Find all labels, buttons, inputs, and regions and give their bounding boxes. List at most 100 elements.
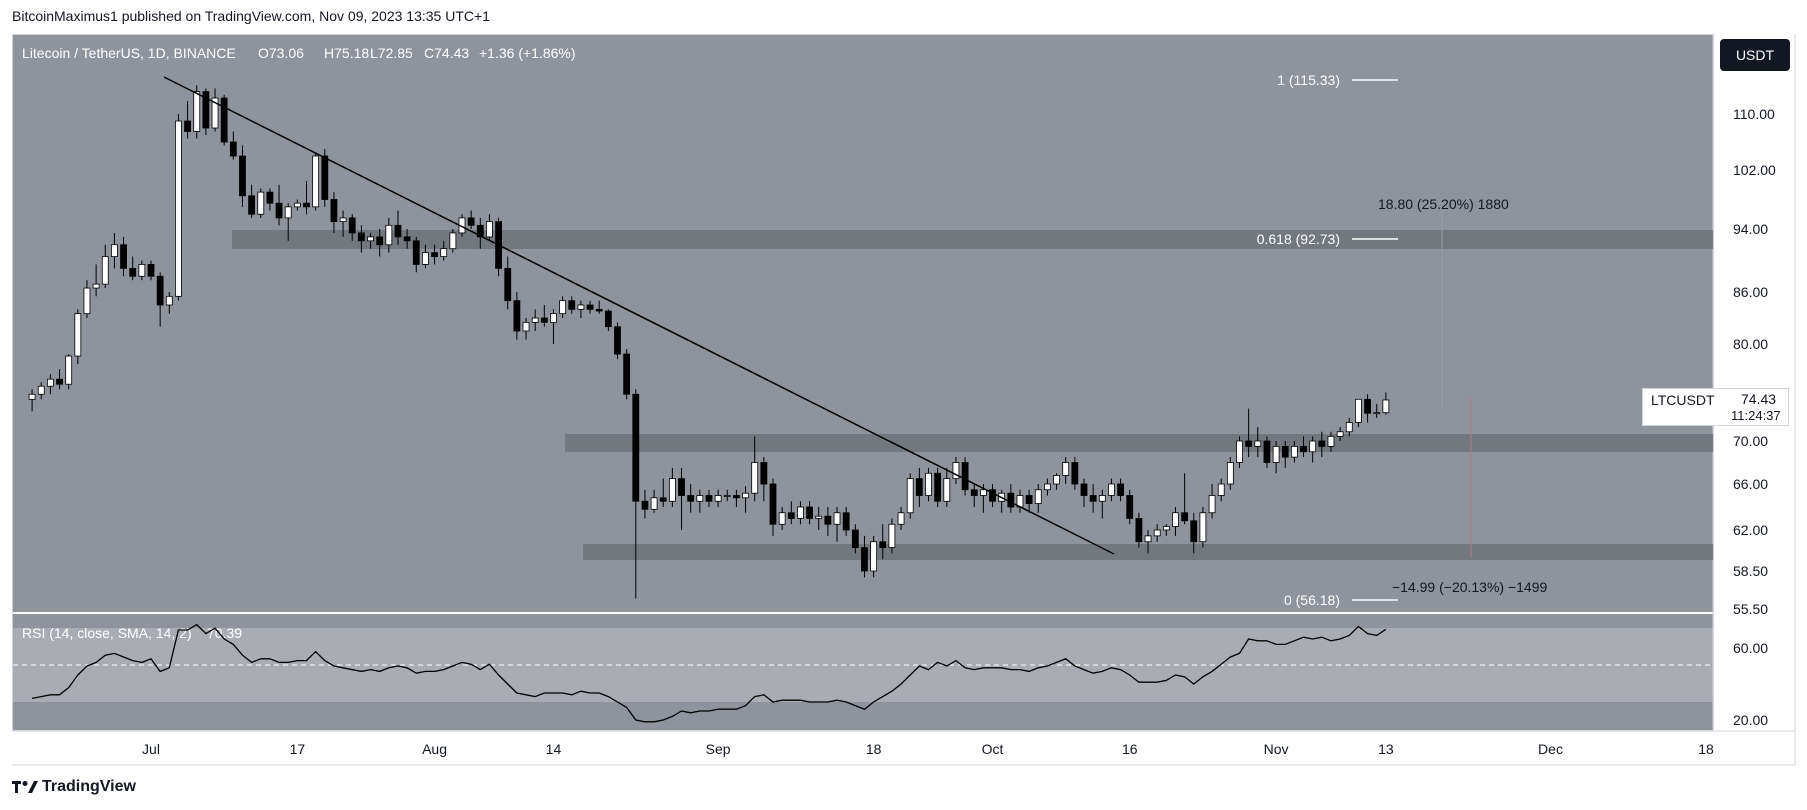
candle-body-up — [979, 489, 987, 496]
candle-118 — [1108, 478, 1115, 502]
candle-body-up — [668, 478, 676, 502]
candle-body-up — [486, 221, 493, 238]
candle-body-down — [202, 91, 210, 129]
candle-66 — [632, 389, 640, 599]
candle-130 — [1217, 478, 1225, 502]
candle-82 — [778, 507, 786, 530]
candle-3 — [56, 369, 63, 390]
candle-48 — [467, 210, 475, 229]
candle-body-up — [1144, 535, 1152, 543]
candle-24 — [248, 184, 256, 218]
candle-68 — [650, 489, 658, 513]
candle-body-up — [175, 120, 182, 297]
candle-body-up — [1236, 440, 1243, 463]
time-tick-label: 18 — [866, 741, 882, 757]
time-tick-label: Dec — [1538, 741, 1563, 757]
candle-119 — [1117, 478, 1124, 502]
candle-100 — [943, 467, 951, 507]
candle-body-up — [1382, 399, 1390, 414]
candle-body-up — [897, 512, 905, 525]
price-tick-label: 66.00 — [1733, 476, 1768, 492]
price-label-countdown: 11:24:37 — [1731, 408, 1781, 423]
candle-body-down — [1117, 483, 1124, 496]
candle-body-down — [614, 326, 621, 355]
candle-body-up — [1053, 474, 1060, 485]
candle-95 — [897, 507, 905, 530]
currency-button[interactable]: USDT — [1720, 39, 1790, 71]
measure-up-label: 18.80 (25.20%) 1880 — [1378, 196, 1509, 212]
candle-body-down — [431, 252, 438, 257]
rsi-axis[interactable]: 60.00 20.00 — [1733, 640, 1768, 728]
legend-ohlc: O73.06 H75.18 L72.85 C74.43 +1.36 (+1.86… — [258, 45, 576, 61]
price-tick-label: 62.00 — [1733, 522, 1768, 538]
last-price-label: LTCUSDT 74.43 11:24:37 — [1642, 388, 1789, 426]
candle-body-down — [733, 495, 740, 499]
price-label-symbol: LTCUSDT — [1651, 392, 1715, 408]
candle-35 — [348, 214, 356, 241]
candle-129 — [1208, 484, 1216, 519]
candle-body-down — [1364, 398, 1371, 414]
candle-body-down — [513, 300, 521, 332]
candle-body-down — [330, 199, 338, 223]
candle-87 — [824, 507, 832, 536]
candle-body-up — [833, 512, 841, 525]
candle-body-up — [1327, 435, 1335, 447]
candle-139 — [1300, 436, 1307, 458]
time-tick-label: 13 — [1378, 741, 1394, 757]
candle-148 — [1382, 392, 1390, 415]
candle-147 — [1373, 403, 1381, 418]
candle-36 — [357, 225, 365, 253]
time-tick-label: 17 — [290, 741, 306, 757]
candle-52 — [504, 256, 512, 310]
candle-body-down — [769, 483, 777, 525]
candle-90 — [851, 524, 859, 554]
candle-body-down — [412, 240, 420, 265]
candle-67 — [641, 489, 649, 519]
candle-body-up — [778, 512, 786, 525]
candle-body-down — [632, 393, 640, 502]
candle-65 — [623, 349, 631, 400]
candle-body-down — [321, 155, 329, 200]
candle-96 — [906, 473, 914, 519]
candle-body-down — [915, 478, 923, 496]
candle-120 — [1126, 489, 1134, 525]
candle-98 — [925, 467, 932, 502]
candle-13 — [147, 260, 155, 281]
candle-138 — [1290, 441, 1298, 463]
candle-55 — [531, 309, 539, 331]
candle-72 — [687, 484, 695, 513]
candle-body-up — [211, 97, 219, 129]
time-tick-label: Oct — [982, 741, 1004, 757]
candle-body-up — [1254, 440, 1262, 447]
candle-body-down — [568, 300, 576, 310]
candle-78 — [742, 486, 749, 513]
candle-110 — [1034, 484, 1042, 513]
candle-92 — [870, 535, 878, 578]
candle-109 — [1025, 489, 1033, 513]
candle-71 — [678, 467, 685, 530]
candle-77 — [733, 489, 740, 507]
candle-99 — [934, 467, 942, 507]
candle-body-down — [229, 141, 237, 157]
candle-135 — [1263, 436, 1271, 468]
candle-83 — [787, 501, 795, 525]
candle-body-up — [1345, 422, 1353, 433]
candle-123 — [1153, 524, 1161, 542]
candle-74 — [705, 489, 713, 507]
candle-86 — [815, 507, 823, 530]
candle-42 — [412, 236, 420, 273]
candle-56 — [540, 305, 548, 327]
candle-7 — [92, 264, 100, 297]
price-axis[interactable]: 110.00 102.00 94.00 86.00 80.00 70.00 66.00 62.… — [1733, 106, 1776, 617]
time-tick-label: 14 — [546, 741, 562, 757]
candle-body-down — [641, 500, 649, 510]
candle-2 — [46, 374, 54, 395]
time-axis[interactable]: Jul 17 Aug 14 Sep 18 Oct 16 Nov 13 Dec 18 — [142, 741, 1714, 757]
candle-body-up — [1034, 489, 1042, 504]
candle-12 — [138, 260, 146, 281]
tradingview-logo[interactable]: TradingView — [12, 778, 136, 796]
time-tick-label: 18 — [1698, 741, 1714, 757]
candle-body-up — [1272, 445, 1280, 463]
candle-73 — [696, 489, 704, 513]
